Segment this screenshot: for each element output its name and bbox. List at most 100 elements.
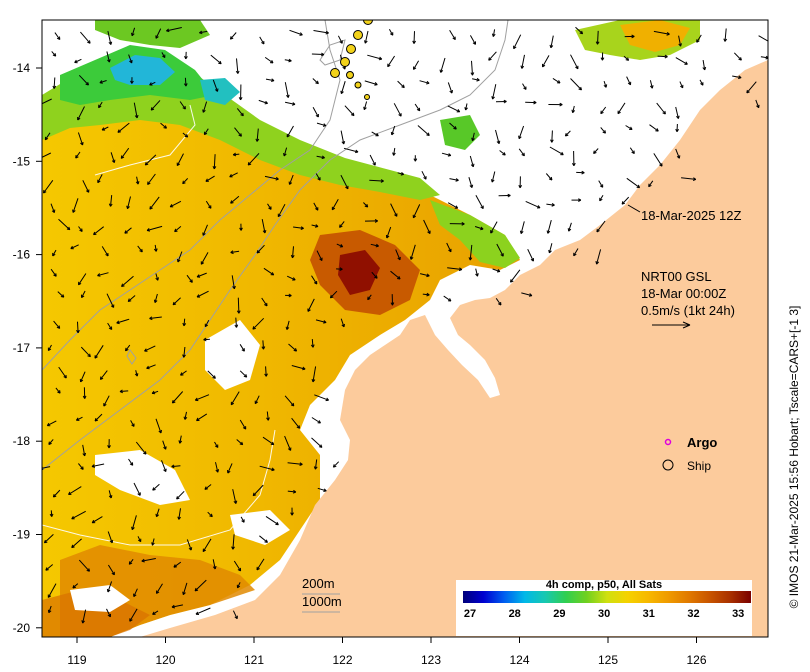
current-arrow [439,57,446,73]
current-arrow [134,370,139,377]
current-arrow [409,244,416,260]
current-arrow [369,179,384,183]
current-arrow [285,320,290,330]
current-arrow [264,175,279,181]
ship-marker [353,30,363,40]
current-arrow [231,534,235,550]
current-arrow [53,320,61,329]
current-arrow [124,227,132,234]
current-arrow [144,345,156,352]
x-tick-label: 119 [67,653,86,667]
current-arrow [267,203,272,210]
current-arrow [316,155,325,160]
current-arrow [600,52,605,61]
current-arrow [603,80,608,88]
current-arrow [595,249,602,265]
current-arrow [369,154,376,166]
current-arrow [239,344,245,352]
current-arrow [575,26,584,35]
current-arrow [621,196,630,205]
ship-marker [340,57,350,67]
current-arrow [656,102,666,115]
current-vectors [42,26,768,624]
current-arrow [42,98,52,105]
current-arrow [49,510,54,517]
gap-south-east [230,510,290,545]
current-arrow [413,155,418,162]
current-arrow [475,268,479,277]
current-arrow [496,243,504,257]
current-arrow [498,193,511,198]
current-arrow [316,122,327,127]
current-arrow [204,319,210,328]
current-arrow [215,462,220,473]
current-arrow [178,435,183,444]
current-arrow [129,608,138,622]
plot-frame [41,19,769,638]
sst-contours [42,104,276,546]
current-arrow [468,177,474,188]
current-arrow [624,34,635,39]
current-arrow [311,366,317,383]
colorbar-tick-label: 33 [732,608,744,620]
current-arrow [312,78,319,85]
current-arrow [675,57,688,65]
current-arrow [469,155,475,168]
current-arrow [80,31,91,44]
current-arrow [598,180,604,188]
current-arrow [174,226,182,233]
current-arrow [183,77,188,87]
current-arrow [527,248,534,262]
current-arrow [195,607,211,615]
current-arrow [522,83,527,90]
current-arrow [443,295,452,302]
current-arrow [131,27,136,37]
current-arrow [570,54,579,70]
current-arrow [207,370,216,379]
current-arrow [130,420,135,427]
current-arrow [107,30,113,45]
current-arrow [286,275,296,281]
current-arrow [464,103,468,111]
current-arrow [549,35,554,49]
current-arrow [340,318,345,328]
gap-southwest [70,585,130,612]
current-arrow [367,294,372,301]
current-arrow [649,124,659,132]
current-arrow [54,32,61,40]
current-arrow [155,273,159,281]
ship-marker [354,81,362,89]
current-arrow [214,441,219,448]
x-tick-label: 122 [332,653,352,667]
current-arrow [317,487,327,492]
current-arrow [617,102,626,115]
current-arrow [287,489,297,494]
current-arrow [72,583,79,589]
current-arrow [42,152,52,158]
current-arrow [234,127,242,137]
current-arrow [155,418,162,434]
current-arrow [137,536,142,543]
current-arrow [182,132,189,138]
current-arrow [412,204,421,219]
current-arrow [259,535,268,543]
current-scale: 0.5m/s (1kt 24h) [641,303,735,318]
current-arrow [288,174,294,185]
current-arrow [491,29,496,37]
current-arrow [331,199,339,211]
current-arrow [227,463,233,474]
current-arrow [285,293,292,298]
current-arrow [176,490,185,500]
current-arrow [82,387,87,399]
current-arrow [449,29,456,41]
current-arrow [182,346,186,358]
current-arrow [548,243,553,254]
current-arrow [71,510,86,520]
current-arrow [161,52,166,59]
current-arrow [336,267,343,272]
current-arrow [131,515,137,531]
y-tick-label: -16 [13,248,31,262]
current-arrow [204,484,212,490]
current-arrow [755,99,760,109]
